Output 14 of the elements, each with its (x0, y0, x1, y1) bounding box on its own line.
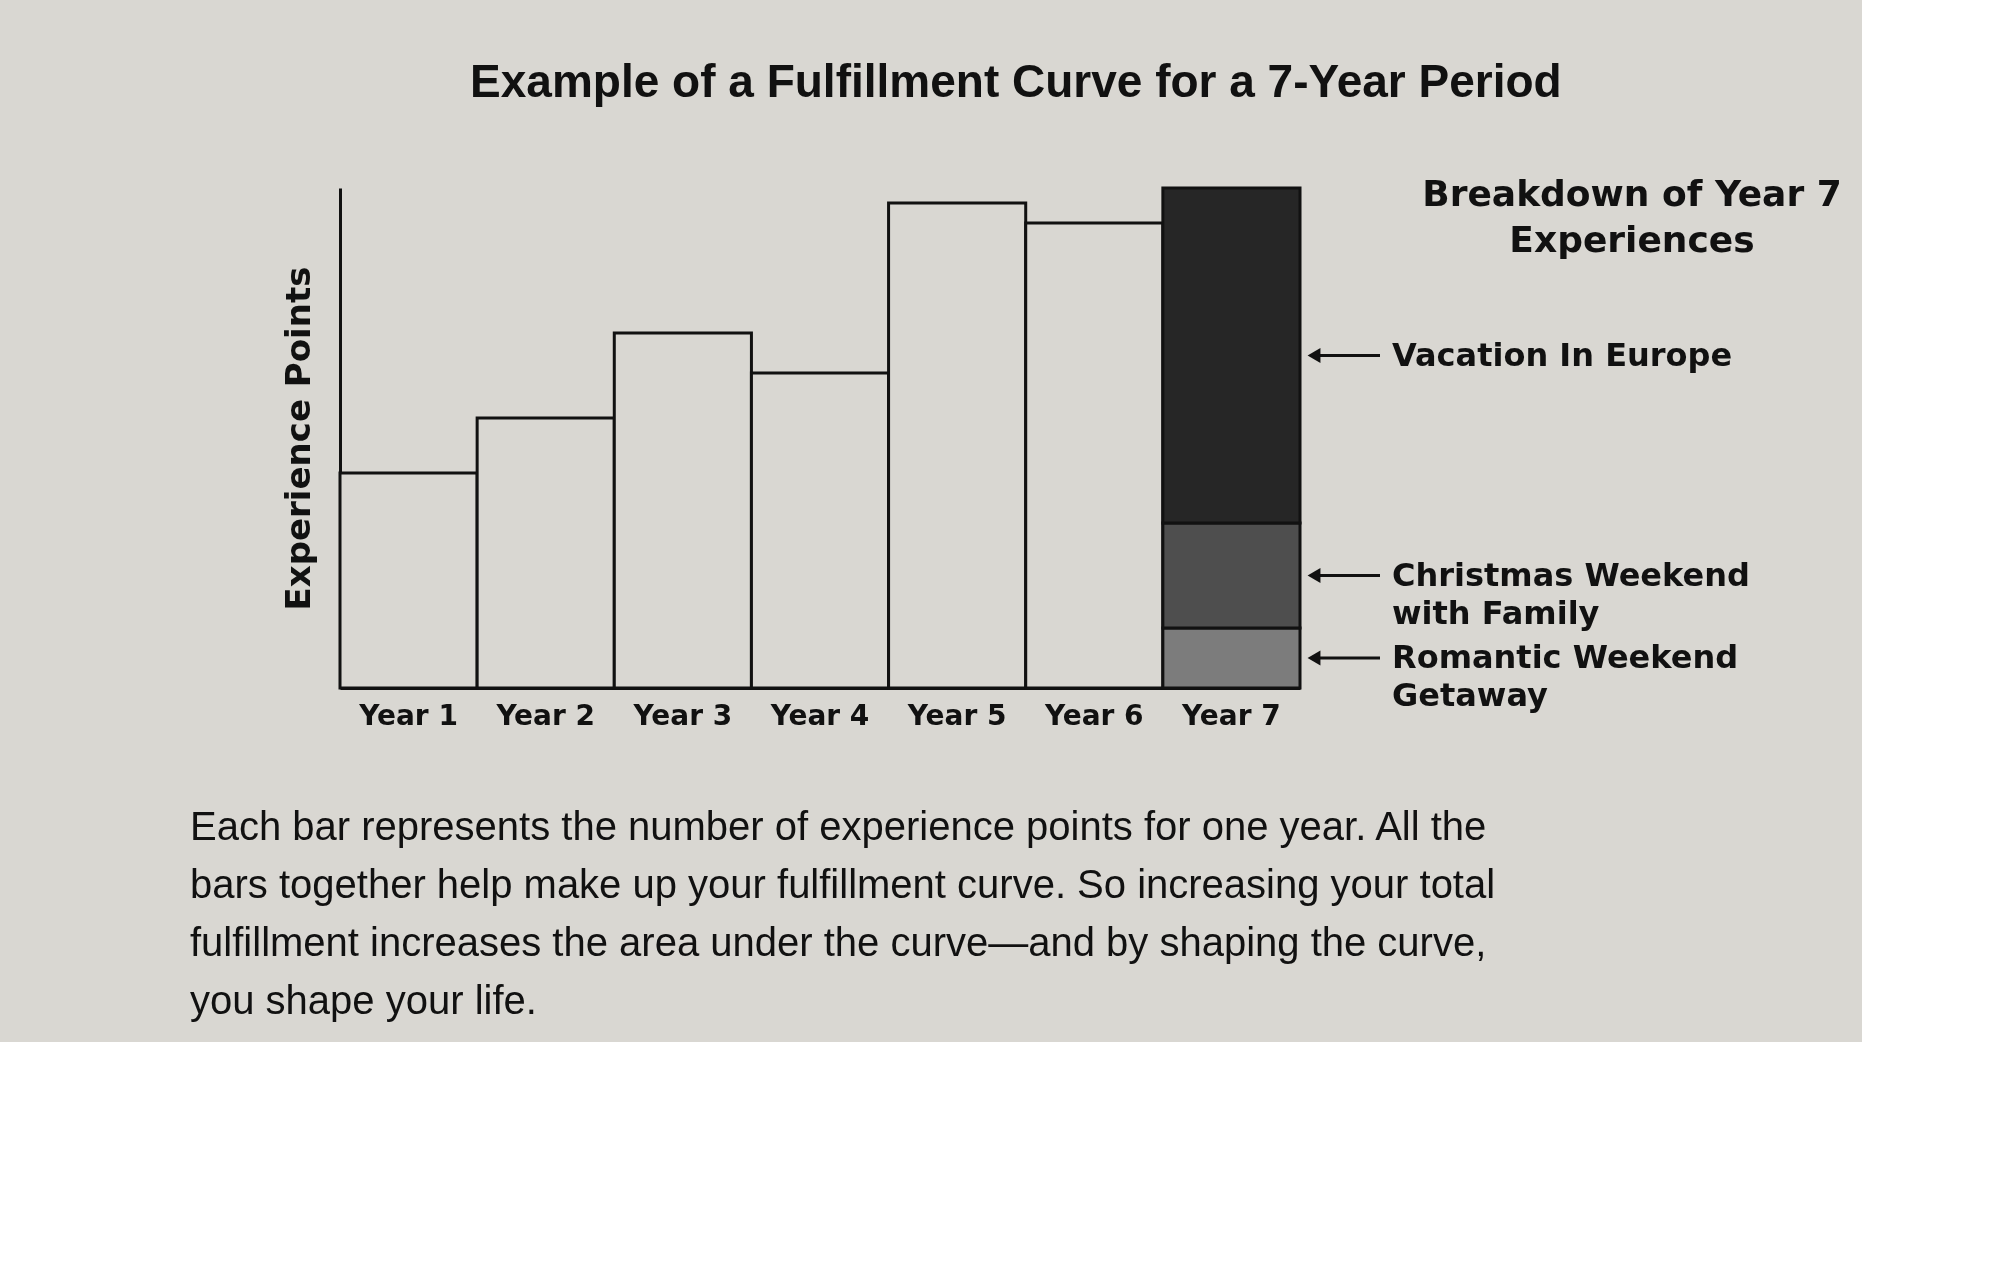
x-tick-label: Year 3 (632, 698, 733, 732)
x-tick-label: Year 7 (1181, 698, 1281, 732)
x-tick-label: Year 6 (1043, 698, 1144, 732)
x-tick-label: Year 5 (906, 698, 1007, 732)
x-tick-label: Year 4 (769, 698, 870, 732)
legend-label: Romantic Weekend Getaway (1392, 638, 1739, 714)
legend-title: Breakdown of Year 7 Experiences (1422, 173, 1842, 260)
x-tick-label: Year 1 (358, 698, 458, 732)
x-tick-label: Year 2 (495, 698, 596, 732)
y-axis-title: Experience Points (277, 266, 318, 611)
legend-label: Christmas Weekend with Family (1392, 555, 1750, 632)
text: Each bar represents the number of experience points for one year. All the bars together help make up your fulfillment curve. So increasing your total fulfillment increases the area under the curve—and by shaping the curve, you shape your life. (190, 804, 1496, 1022)
legend-label: Vacation In Europe (1392, 335, 1733, 374)
chart-title: Example of a Fulfillment Curve for a 7-Year Period (470, 55, 1562, 107)
